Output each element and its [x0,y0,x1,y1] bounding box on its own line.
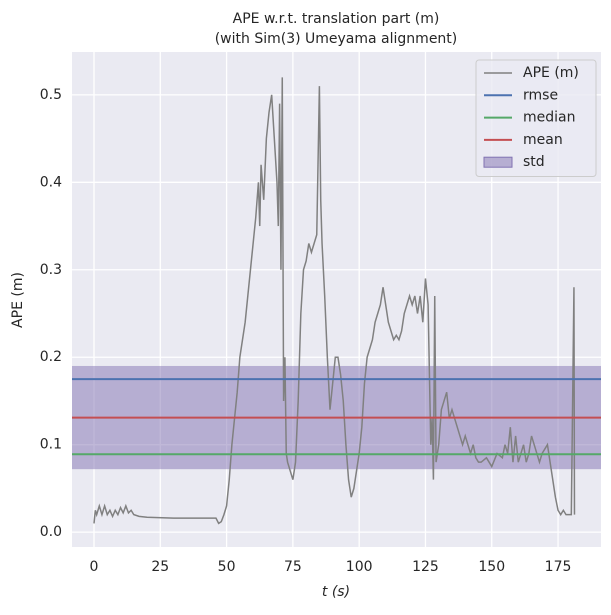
x-tick-label: 100 [346,559,373,575]
y-axis-label: APE (m) [10,272,26,328]
y-tick-label: 0.1 [40,437,62,453]
legend-box [475,59,597,177]
legend-label: std [523,154,545,170]
legend-label: rmse [523,87,558,103]
y-tick-label: 0.2 [40,349,62,365]
chart-title: APE w.r.t. translation part (m) [233,11,440,27]
x-tick-label: 75 [284,559,302,575]
x-axis-label: t (s) [322,584,350,600]
y-tick-label: 0.3 [40,262,62,278]
legend-label: APE (m) [523,65,579,81]
x-tick-label: 175 [545,559,572,575]
legend-swatch [483,156,513,168]
chart-subtitle: (with Sim(3) Umeyama alignment) [215,31,458,47]
legend-label: mean [523,132,563,148]
legend-label: median [523,110,575,126]
x-tick-label: 50 [218,559,236,575]
y-tick-label: 0.0 [40,524,62,540]
x-tick-label: 25 [151,559,169,575]
x-tick-label: 125 [412,559,439,575]
x-tick-label: 150 [478,559,505,575]
ape-line [93,77,576,525]
y-tick-label: 0.5 [40,87,62,103]
y-tick-label: 0.4 [40,174,62,190]
x-tick-label: 0 [90,559,99,575]
